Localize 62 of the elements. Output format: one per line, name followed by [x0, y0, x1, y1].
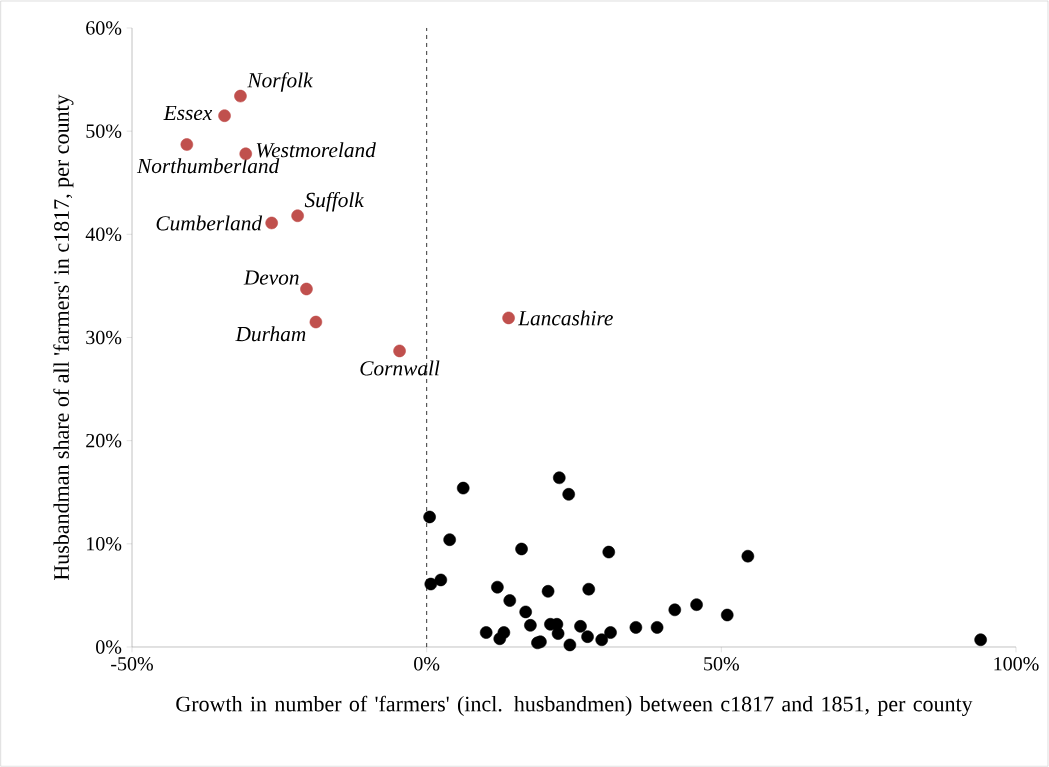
annotation: Northumberland	[136, 158, 280, 174]
point	[503, 594, 517, 607]
x-tick-label: 50%	[704, 657, 739, 671]
point	[720, 608, 734, 622]
point	[524, 619, 537, 632]
point	[300, 282, 313, 296]
y-tick-label: 60%	[86, 21, 122, 35]
point	[551, 627, 565, 640]
point	[443, 533, 456, 546]
point	[574, 620, 587, 633]
y-tick-label: 10%	[87, 537, 122, 551]
point	[291, 209, 304, 223]
point	[493, 632, 507, 646]
point	[265, 216, 278, 230]
point	[393, 344, 406, 358]
point	[604, 626, 617, 639]
x-tick-label: -50%	[111, 657, 153, 671]
annotation: Suffolk	[304, 191, 365, 212]
y-tick-label: 0%	[96, 640, 122, 654]
point	[456, 481, 470, 495]
point	[668, 603, 682, 617]
y-axis-title: Husbandman share of all 'farmers' in c1817, per county	[53, 94, 74, 580]
point	[741, 549, 755, 563]
annotation: Westmoreland	[256, 142, 376, 158]
point	[434, 573, 448, 587]
point	[502, 311, 515, 325]
point	[650, 621, 664, 634]
annotation: Lancashire	[517, 310, 613, 326]
point	[595, 633, 608, 647]
point	[423, 510, 436, 524]
x-tick-label: 0%	[414, 657, 440, 671]
point	[582, 582, 596, 596]
point	[519, 605, 532, 619]
point	[541, 585, 555, 598]
point	[180, 138, 194, 151]
annotation: Norfolk	[247, 72, 313, 92]
x-axis-title: Growth in number of 'farmers' (incl. husbandmen) between c1817 and 1851, per county	[176, 695, 973, 716]
y-tick-label: 30%	[86, 330, 122, 345]
point	[234, 89, 247, 103]
point	[690, 598, 703, 611]
y-tick-label: 20%	[86, 433, 122, 448]
y-tick-label: 50%	[86, 124, 122, 138]
annotation: Essex	[163, 105, 213, 121]
point	[309, 315, 323, 329]
point	[629, 621, 643, 634]
point	[515, 542, 528, 556]
point	[602, 545, 616, 559]
annotation: Cumberland	[156, 215, 263, 231]
annotation: Devon	[243, 270, 299, 285]
point	[562, 488, 575, 501]
point	[974, 633, 987, 647]
point	[424, 577, 438, 591]
point	[491, 580, 504, 594]
y-tick-label: 40%	[85, 227, 122, 242]
point	[581, 630, 594, 643]
point	[553, 471, 566, 485]
point	[563, 638, 577, 652]
point	[218, 109, 231, 122]
x-tick-label: 100%	[994, 657, 1039, 671]
point	[479, 626, 493, 639]
annotation: Cornwall	[360, 360, 440, 376]
annotation: Durham	[235, 326, 306, 342]
